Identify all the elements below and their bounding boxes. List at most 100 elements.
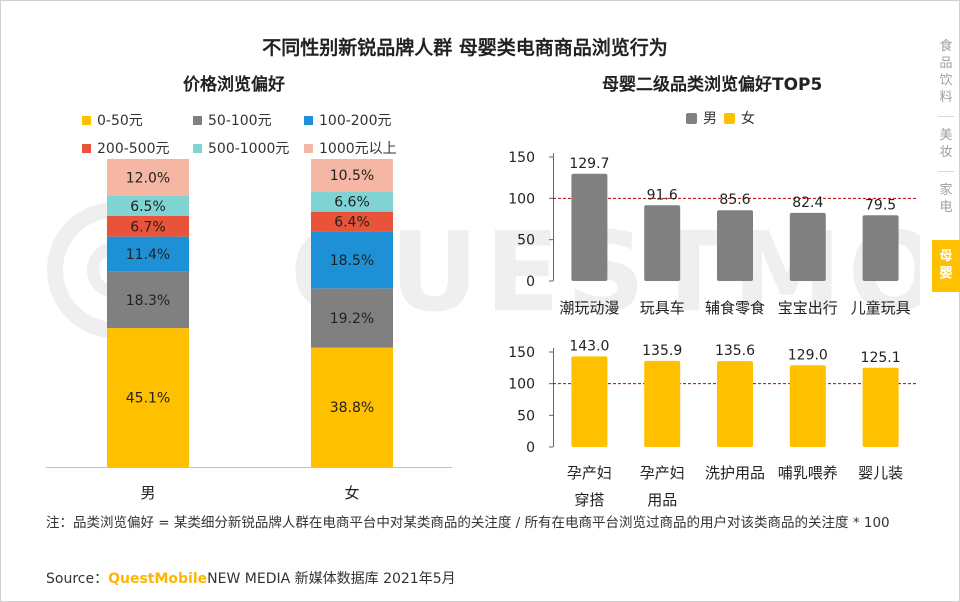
source-label: Source： [46, 571, 109, 587]
bar [717, 361, 753, 447]
segment-value-label: 6.5% [130, 199, 166, 215]
price-legend-item: 0-50元 [82, 110, 143, 130]
x-category-label: 宝宝出行 [778, 299, 838, 317]
nav-item-char: 妆 [939, 145, 953, 160]
legend-male-label: 男 [703, 111, 717, 127]
nav-item-char: 婴 [939, 266, 953, 281]
y-tick-label: 150 [508, 150, 535, 166]
price-legend-item: 50-100元 [193, 110, 272, 130]
x-category-label: 女 [344, 484, 359, 502]
stacked-bar-segment [311, 191, 393, 212]
stacked-bar-segment [107, 236, 189, 272]
y-tick-label: 0 [526, 440, 535, 456]
main-title: 不同性别新锐品牌人群 母婴类电商商品浏览行为 [262, 37, 668, 59]
segment-value-label: 6.4% [334, 215, 370, 231]
price-legend-item: 500-1000元 [193, 138, 289, 158]
source-line: Source：QuestMobileNEW MEDIA 新媒体数据库 2021年… [46, 568, 456, 588]
legend-female-label: 女 [741, 111, 755, 127]
bar [644, 360, 681, 447]
y-tick-label: 100 [508, 191, 535, 207]
segment-value-label: 6.7% [130, 219, 166, 235]
legend-swatch [82, 115, 91, 125]
x-category-label: 孕产妇 [567, 464, 612, 482]
bar-value-label: 129.7 [569, 156, 609, 172]
segment-value-label: 18.3% [126, 293, 170, 309]
legend-swatch [304, 115, 313, 125]
legend-label: 100-200元 [319, 113, 392, 129]
price-legend-item: 200-500元 [82, 138, 170, 158]
legend-swatch [193, 115, 202, 125]
x-category-label: 潮玩动漫 [559, 299, 619, 317]
price-legend-item: 1000元以上 [304, 138, 397, 158]
nav-item-char: 饮 [939, 73, 953, 88]
stacked-bar-segment [311, 288, 393, 348]
nav-item[interactable]: 母婴 [932, 240, 960, 292]
nav-item-char: 食 [939, 39, 953, 54]
category-sidenav: 食品饮料美妆家电母婴 [932, 28, 960, 292]
segment-value-label: 45.1% [126, 391, 170, 407]
segment-value-label: 6.6% [334, 195, 370, 211]
y-tick-label: 100 [508, 377, 535, 393]
stacked-bar-segment [107, 215, 189, 237]
bar [571, 356, 608, 447]
nav-separator [938, 171, 954, 172]
segment-value-label: 12.0% [126, 170, 170, 186]
legend-female: 女 [724, 108, 755, 128]
y-tick-label: 0 [526, 274, 535, 290]
bar-value-label: 135.6 [715, 343, 755, 359]
legend-label: 0-50元 [97, 113, 143, 129]
legend-female-swatch [724, 112, 735, 124]
segment-value-label: 19.2% [330, 311, 374, 327]
nav-item[interactable]: 食品饮料 [932, 28, 960, 116]
legend-swatch [193, 143, 202, 153]
left-chart-title: 价格浏览偏好 [183, 75, 285, 95]
stacked-bar-segment [107, 271, 189, 329]
stacked-bar-segment [311, 347, 393, 467]
y-tick-label: 50 [517, 233, 535, 249]
segment-value-label: 10.5% [330, 168, 374, 184]
bar [571, 173, 608, 281]
legend-swatch [82, 143, 91, 153]
nav-item[interactable]: 美妆 [932, 117, 960, 171]
stacked-bar-segment [311, 211, 393, 232]
stacked-bar-segment [311, 159, 393, 192]
bar-value-label: 143.0 [569, 338, 609, 354]
source-brand: QuestMobile [108, 571, 208, 587]
x-category-label: 洗护用品 [705, 464, 765, 482]
source-text: NEW MEDIA 新媒体数据库 2021年5月 [207, 571, 456, 587]
nav-item-char: 母 [939, 249, 953, 264]
bar [789, 365, 826, 447]
nav-item-char: 品 [939, 56, 953, 71]
bar [789, 212, 826, 281]
nav-item-char: 美 [939, 128, 953, 143]
bar [862, 215, 899, 281]
y-tick-label: 50 [517, 408, 535, 424]
price-legend-item: 100-200元 [304, 110, 392, 130]
legend-male: 男 [686, 108, 717, 128]
x-category-label: 儿童玩具 [851, 299, 911, 317]
x-category-label: 玩具车 [640, 299, 685, 317]
segment-value-label: 18.5% [330, 253, 374, 269]
nav-item-char: 家 [939, 183, 953, 198]
legend-label: 200-500元 [97, 141, 170, 157]
bar-value-label: 79.5 [865, 197, 896, 213]
nav-item[interactable]: 家电 [932, 172, 960, 226]
stacked-bar-segment [107, 159, 189, 196]
stacked-bar-segment [311, 231, 393, 289]
x-category-label: 用品 [647, 491, 677, 509]
bar-value-label: 129.0 [788, 347, 828, 363]
nav-separator [938, 116, 954, 117]
x-category-label: 穿搭 [574, 491, 604, 509]
segment-value-label: 11.4% [126, 247, 170, 263]
stacked-bar-segment [107, 328, 189, 467]
bar [717, 210, 753, 281]
legend-swatch [304, 143, 313, 153]
legend-label: 50-100元 [208, 113, 272, 129]
bar-value-label: 125.1 [861, 350, 901, 366]
y-tick-label: 150 [508, 345, 535, 361]
bar-value-label: 85.6 [719, 192, 750, 208]
legend-label: 1000元以上 [319, 141, 397, 157]
